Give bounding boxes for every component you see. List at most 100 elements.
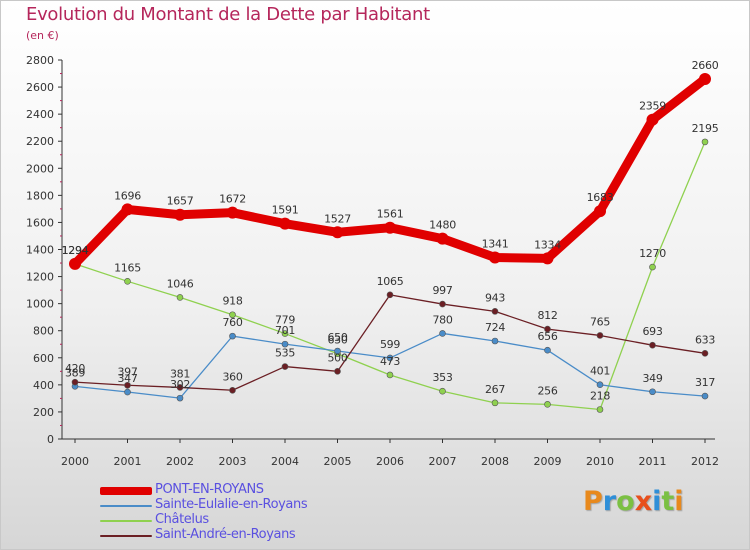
proxiti-logo: Proxiti: [583, 486, 684, 517]
data-point: [124, 278, 131, 285]
data-point: [176, 294, 184, 301]
data-point: [491, 308, 499, 315]
y-tick-label: 1000: [26, 298, 54, 311]
data-label: 1165: [114, 261, 141, 274]
data-point: [699, 72, 711, 85]
data-label: 1672: [219, 193, 246, 206]
data-point: [384, 221, 396, 234]
data-label: 780: [432, 313, 452, 326]
data-label: 353: [432, 371, 452, 384]
data-label: 381: [170, 367, 190, 380]
data-label: 317: [695, 376, 715, 389]
y-tick-label: 1800: [26, 189, 54, 202]
data-label: 1480: [429, 219, 456, 232]
logo-letter: o: [616, 486, 635, 517]
data-point: [121, 203, 134, 216]
data-label: 256: [537, 384, 557, 397]
data-point: [176, 384, 184, 391]
data-label: 389: [65, 366, 85, 379]
data-label: 1294: [62, 244, 89, 257]
legend-label: Saint-André-en-Royans: [155, 527, 296, 542]
data-point: [436, 232, 449, 245]
data-label: 218: [590, 389, 610, 402]
data-point: [331, 226, 344, 239]
data-point: [71, 378, 79, 386]
logo-letter: x: [634, 486, 653, 517]
data-label: 943: [485, 291, 505, 304]
x-tick-label: 2001: [114, 455, 142, 468]
data-label: 473: [380, 355, 400, 368]
data-label: 630: [327, 334, 347, 347]
data-point: [439, 387, 446, 395]
data-label: 918: [222, 295, 242, 308]
data-label: 349: [642, 372, 662, 385]
data-label: 1696: [114, 189, 141, 202]
logo-letter: i: [652, 486, 662, 517]
data-point: [439, 330, 446, 337]
y-tick-label: 1400: [26, 244, 54, 257]
data-point: [281, 340, 289, 348]
data-label: 500: [327, 351, 347, 364]
data-point: [386, 371, 394, 379]
data-point: [124, 381, 131, 389]
data-point: [646, 113, 659, 126]
y-tick-label: 400: [33, 379, 54, 392]
data-label: 1561: [377, 208, 404, 221]
legend-swatch: [100, 520, 152, 522]
data-label: 1270: [639, 247, 666, 260]
y-tick-label: 2200: [26, 135, 54, 148]
data-labels: 1294 1696 1657 1672 1591 1527 1561 1480 1341 1334…: [62, 59, 719, 403]
x-tick-label: 2009: [534, 455, 562, 468]
data-label: 724: [485, 321, 505, 334]
data-label: 1046: [167, 277, 194, 290]
data-label: 1683: [587, 191, 614, 204]
data-label: 401: [590, 365, 610, 378]
x-tick-label: 2012: [691, 455, 719, 468]
legend-label: Châtelus: [155, 512, 209, 527]
x-tick-label: 2008: [481, 455, 509, 468]
data-label: 1294: [62, 244, 89, 257]
data-point: [649, 341, 656, 349]
data-point: [229, 311, 236, 319]
logo-letter: P: [583, 486, 603, 517]
y-tick-label: 600: [33, 352, 54, 365]
data-label: 760: [222, 316, 242, 329]
y-tick-label: 2800: [26, 54, 54, 67]
x-tick-label: 2000: [61, 455, 89, 468]
data-label: 1657: [167, 195, 194, 208]
data-point: [491, 337, 499, 345]
y-tick-label: 200: [33, 406, 54, 419]
data-label: 997: [432, 284, 452, 297]
x-tick-label: 2010: [586, 455, 614, 468]
data-label: 347: [117, 372, 137, 385]
data-label: 650: [327, 331, 347, 344]
data-label: 812: [537, 309, 557, 322]
legend-label: Sainte-Eulalie-en-Royans: [155, 497, 308, 512]
data-label: 302: [170, 378, 190, 391]
data-point: [174, 208, 186, 221]
data-point: [69, 257, 81, 270]
data-point: [701, 392, 709, 400]
legend-swatch: [100, 535, 152, 537]
data-point: [544, 325, 551, 333]
data-point: [649, 263, 656, 271]
x-tick-label: 2003: [219, 455, 247, 468]
data-point: [334, 368, 341, 375]
x-tick-label: 2007: [429, 455, 457, 468]
series-line: [70, 74, 710, 269]
data-point: [229, 386, 236, 394]
data-label: 779: [275, 314, 295, 327]
data-label: 397: [117, 365, 137, 378]
y-tick-label: 2600: [26, 81, 54, 94]
y-tick-label: 2000: [26, 162, 54, 175]
legend-swatch: [100, 487, 152, 495]
chart-title: Evolution du Montant de la Dette par Hab…: [26, 4, 430, 25]
data-label: 1527: [324, 212, 351, 225]
legend-swatch: [100, 505, 152, 507]
data-label: 599: [380, 338, 400, 351]
y-tick-label: 2400: [26, 108, 54, 121]
data-point: [544, 346, 551, 354]
data-label: 1334: [534, 238, 561, 251]
logo-letter: t: [661, 486, 675, 517]
